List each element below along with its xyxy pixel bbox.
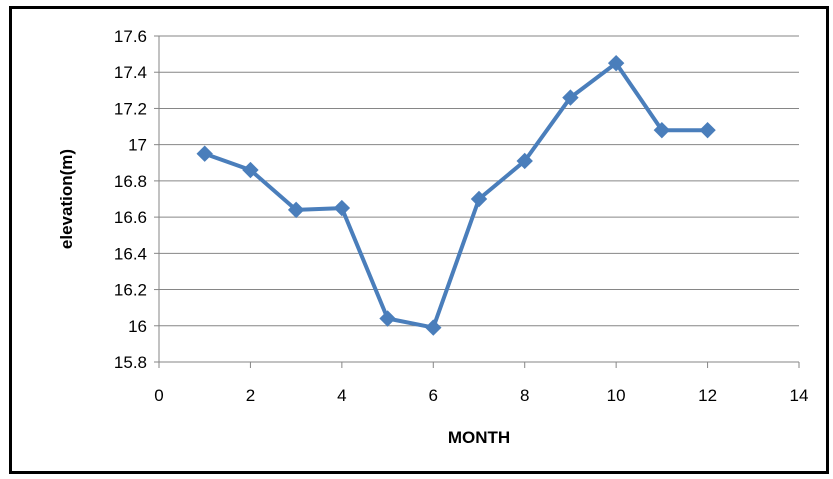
x-tick-label: 4	[337, 386, 346, 405]
y-tick-label: 17.2	[114, 99, 147, 118]
y-tick-label: 16.8	[114, 172, 147, 191]
series	[196, 54, 716, 336]
data-point-marker	[333, 199, 351, 217]
data-point-marker	[242, 161, 259, 179]
y-tick-label: 16.6	[114, 208, 147, 227]
x-tick-labels: 0 2 4 6 8 10 12 14	[154, 386, 808, 405]
y-tick-label: 17	[128, 136, 147, 155]
chart-frame	[9, 6, 829, 474]
data-point-marker	[379, 310, 396, 327]
gridlines	[159, 35, 799, 327]
x-tick-label: 14	[790, 386, 809, 405]
data-point-marker	[516, 152, 533, 170]
x-tick-label: 6	[429, 386, 438, 405]
data-point-marker	[562, 89, 579, 106]
y-tick-label: 17.4	[114, 63, 147, 82]
y-tick-label: 16	[128, 317, 147, 336]
data-point-marker	[287, 201, 305, 219]
data-point-marker	[653, 121, 671, 139]
data-point-marker	[470, 190, 488, 208]
data-point-marker	[196, 145, 213, 162]
y-axis-title: elevation(m)	[57, 149, 76, 249]
y-tick-label: 15.8	[114, 353, 147, 372]
y-tick-labels: 15.8 16 16.2 16.4 16.6 16.8 17 17.2 17.4 17.6	[114, 27, 159, 372]
y-tick-label: 16.2	[114, 281, 147, 300]
axes	[158, 36, 799, 363]
data-point-marker	[699, 121, 716, 139]
x-tick-label: 2	[246, 386, 255, 405]
x-tick-label: 12	[698, 386, 717, 405]
y-tick-label: 16.4	[114, 244, 147, 263]
data-point-marker	[425, 319, 442, 336]
x-tick-label: 0	[154, 386, 163, 405]
data-point-marker	[607, 54, 625, 72]
x-tick-label: 10	[607, 386, 626, 405]
series-line	[202, 61, 710, 330]
x-tick-label: 8	[520, 386, 529, 405]
x-tick-marks	[158, 362, 800, 368]
x-axis-title: MONTH	[448, 428, 510, 447]
y-tick-label: 17.6	[114, 27, 147, 46]
